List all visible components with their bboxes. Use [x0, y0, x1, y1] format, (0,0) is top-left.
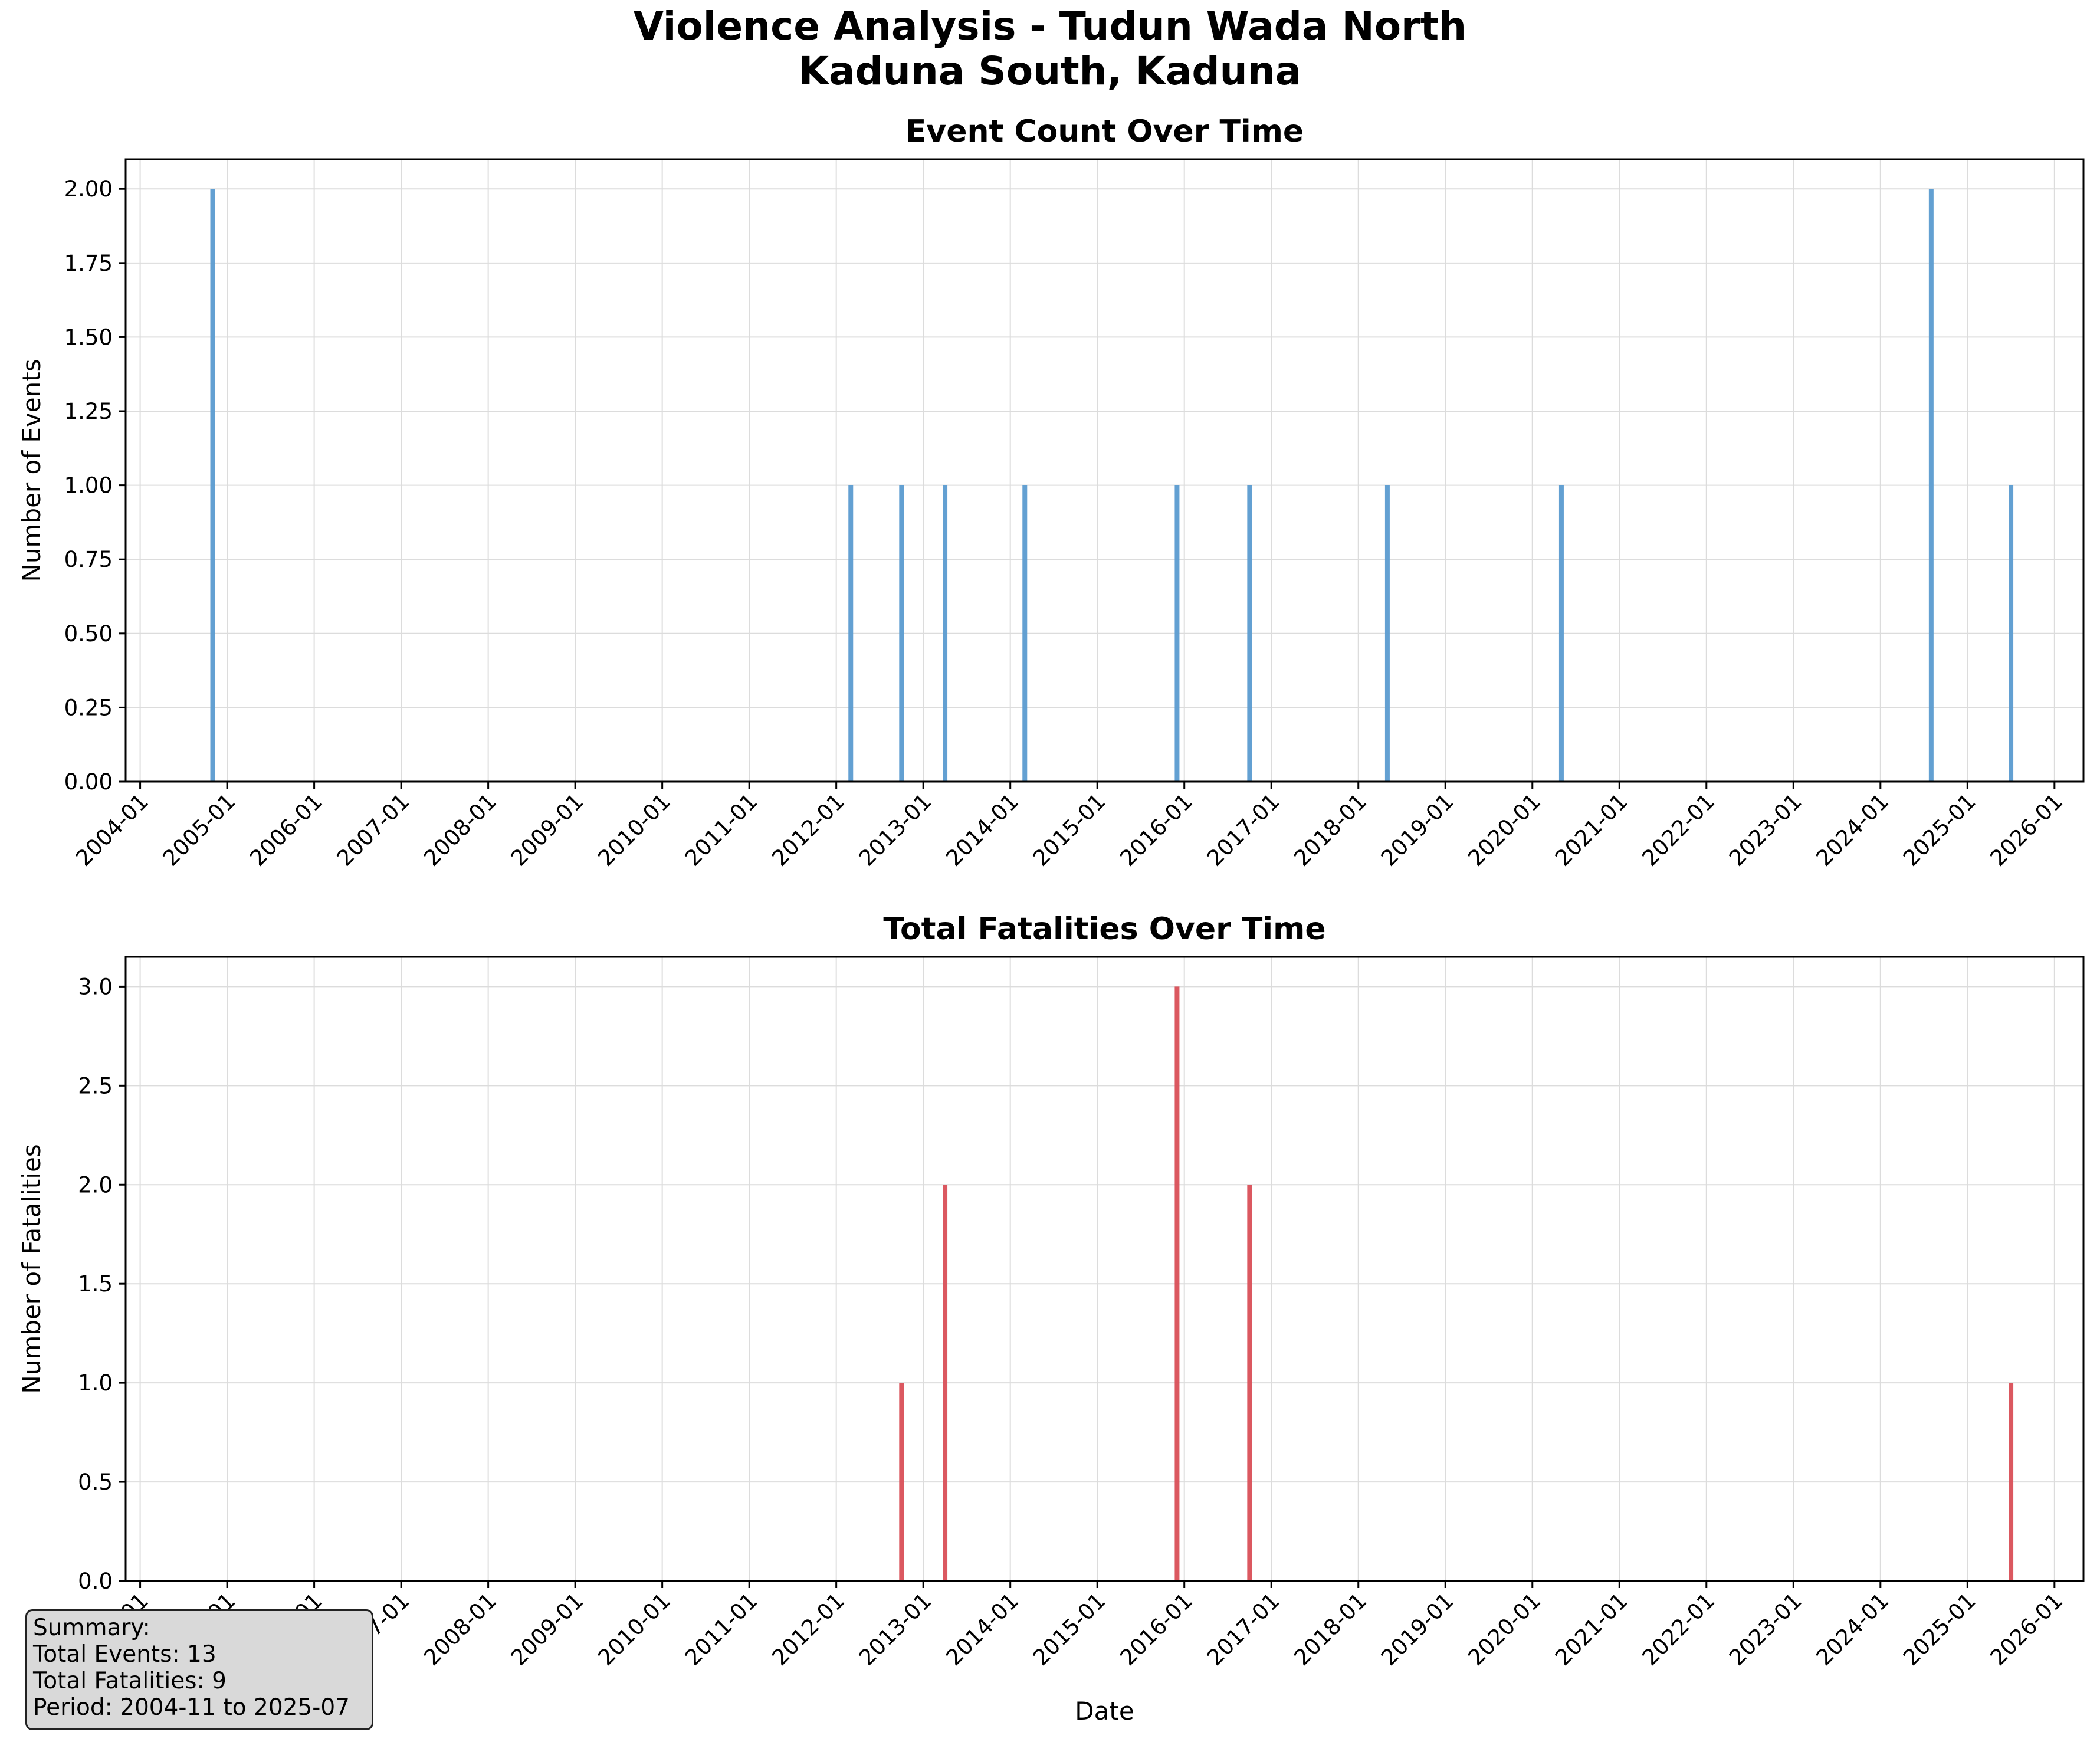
summary-period: Period: 2004-11 to 2025-07 — [33, 1694, 350, 1721]
x-tick-label: 2017-01 — [1202, 789, 1285, 871]
x-tick-label: 2016-01 — [1115, 1588, 1197, 1671]
subplot-title: Event Count Over Time — [905, 114, 1304, 149]
x-tick-label: 2022-01 — [1637, 1588, 1720, 1671]
summary-heading: Summary: — [33, 1615, 150, 1641]
x-tick-label: 2014-01 — [941, 789, 1023, 871]
y-tick-label: 2.00 — [64, 176, 113, 202]
x-axis-label: Date — [1075, 1697, 1134, 1725]
x-tick-label: 2026-01 — [1985, 1588, 2068, 1671]
x-tick-label: 2011-01 — [680, 789, 763, 871]
x-tick-label: 2012-01 — [767, 789, 849, 871]
bar — [943, 1185, 948, 1581]
x-tick-label: 2025-01 — [1898, 1588, 1981, 1671]
x-tick-label: 2006-01 — [245, 789, 327, 871]
x-tick-label: 2010-01 — [593, 1588, 675, 1671]
bar — [1174, 485, 1180, 782]
x-tick-label: 2005-01 — [158, 789, 241, 871]
bar — [1247, 1185, 1252, 1581]
x-tick-label: 2019-01 — [1376, 1588, 1459, 1671]
y-tick-label: 1.5 — [78, 1271, 113, 1297]
x-tick-label: 2022-01 — [1637, 789, 1720, 871]
bar — [899, 485, 904, 782]
x-tick-label: 2007-01 — [332, 789, 415, 871]
bar — [1384, 485, 1390, 782]
x-tick-label: 2024-01 — [1811, 789, 1894, 871]
x-tick-label: 2015-01 — [1028, 789, 1111, 871]
x-tick-label: 2018-01 — [1289, 1588, 1371, 1671]
x-tick-label: 2017-01 — [1202, 1588, 1285, 1671]
bar — [943, 485, 948, 782]
x-tick-label: 2020-01 — [1463, 789, 1546, 871]
axes-frame — [124, 158, 2085, 783]
y-tick-label: 3.0 — [78, 974, 113, 999]
x-tick-label: 2014-01 — [941, 1588, 1023, 1671]
x-tick-label: 2021-01 — [1550, 789, 1633, 871]
x-tick-label: 2011-01 — [680, 1588, 763, 1671]
axes-frame — [124, 956, 2085, 1582]
bar — [1022, 485, 1028, 782]
y-tick-label: 0.5 — [78, 1469, 113, 1495]
bar — [2009, 485, 2014, 782]
x-tick-label: 2010-01 — [593, 789, 675, 871]
x-tick-label: 2023-01 — [1724, 1588, 1807, 1671]
x-tick-label: 2015-01 — [1028, 1588, 1111, 1671]
y-tick-label: 0.75 — [64, 547, 113, 572]
x-tick-label: 2020-01 — [1463, 1588, 1546, 1671]
x-tick-label: 2009-01 — [506, 1588, 589, 1671]
bar — [2009, 1383, 2014, 1581]
x-tick-label: 2021-01 — [1550, 1588, 1633, 1671]
bar — [1928, 189, 1934, 782]
y-axis-label: Number of Events — [17, 359, 46, 582]
x-tick-label: 2008-01 — [419, 789, 501, 871]
y-tick-label: 1.00 — [64, 473, 113, 498]
x-tick-label: 2012-01 — [767, 1588, 849, 1671]
summary-total-fatalities: Total Fatalities: 9 — [33, 1668, 227, 1694]
summary-box: Summary: Total Events: 13 Total Fataliti… — [25, 1609, 373, 1730]
y-tick-label: 1.50 — [64, 324, 113, 350]
bar — [1174, 986, 1180, 1581]
x-tick-label: 2026-01 — [1985, 789, 2068, 871]
y-tick-label: 1.25 — [64, 399, 113, 424]
subplot-title: Total Fatalities Over Time — [883, 911, 1325, 947]
x-tick-label: 2013-01 — [854, 789, 937, 871]
summary-total-events: Total Events: 13 — [33, 1641, 216, 1668]
y-tick-label: 0.00 — [64, 769, 113, 795]
bar — [1558, 485, 1564, 782]
figure-title-line-2: Kaduna South, Kaduna — [798, 48, 1302, 94]
x-tick-label: 2019-01 — [1376, 789, 1459, 871]
y-tick-label: 0.25 — [64, 695, 113, 720]
x-tick-label: 2013-01 — [854, 1588, 937, 1671]
x-tick-label: 2016-01 — [1115, 789, 1197, 871]
bar — [848, 485, 854, 782]
y-tick-label: 0.50 — [64, 621, 113, 647]
y-tick-label: 1.75 — [64, 251, 113, 276]
bar — [899, 1383, 904, 1581]
x-tick-label: 2024-01 — [1811, 1588, 1894, 1671]
y-tick-label: 1.0 — [78, 1370, 113, 1396]
event-count-panel: 0.00 0.25 0.50 0.75 1.00 1.25 1.50 1.75 2.00 2004… — [17, 114, 2085, 871]
x-tick-label: 2009-01 — [506, 789, 589, 871]
x-tick-label: 2023-01 — [1724, 789, 1807, 871]
x-tick-label: 2004-01 — [71, 789, 153, 871]
fatalities-panel: 0.00.51.01.52.02.53.02004-012005-012006-… — [17, 911, 2085, 1725]
y-tick-label: 2.5 — [78, 1073, 113, 1098]
bar — [210, 189, 215, 782]
y-tick-label: 0.0 — [78, 1569, 113, 1594]
y-tick-label: 2.0 — [78, 1172, 113, 1198]
x-tick-label: 2018-01 — [1289, 789, 1371, 871]
y-axis-label: Number of Fatalities — [17, 1144, 46, 1393]
x-tick-label: 2008-01 — [419, 1588, 501, 1671]
figure-title-line-1: Violence Analysis - Tudun Wada North — [633, 4, 1467, 49]
x-tick-label: 2025-01 — [1898, 789, 1981, 871]
bar — [1247, 485, 1252, 782]
